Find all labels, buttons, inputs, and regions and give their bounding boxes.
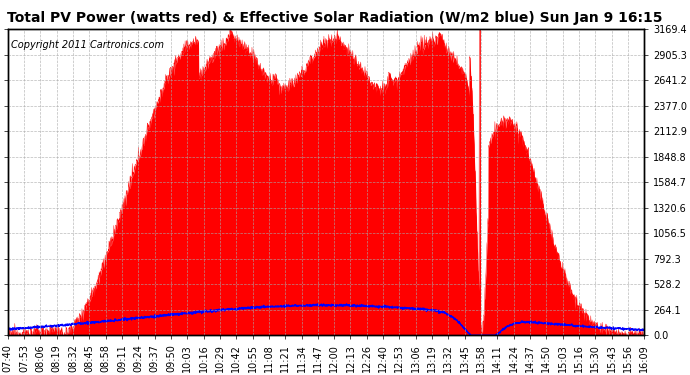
Text: Copyright 2011 Cartronics.com: Copyright 2011 Cartronics.com (11, 40, 164, 50)
Text: Total PV Power (watts red) & Effective Solar Radiation (W/m2 blue) Sun Jan 9 16:: Total PV Power (watts red) & Effective S… (7, 11, 662, 25)
